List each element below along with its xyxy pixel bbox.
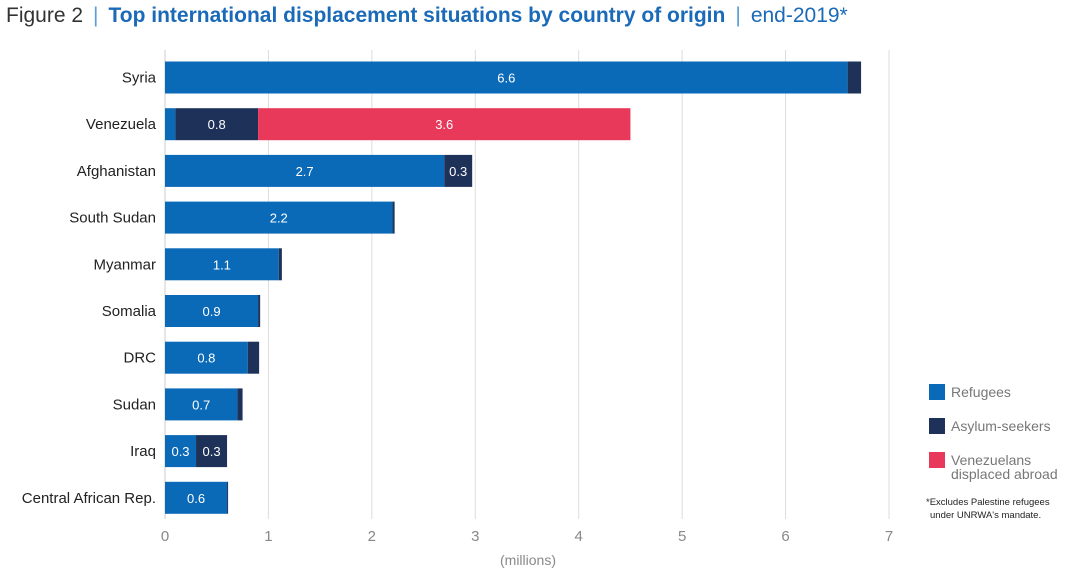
x-tick-label: 4 — [575, 528, 583, 545]
data-label: 6.6 — [497, 71, 515, 86]
x-tick-label: 3 — [471, 528, 479, 545]
bar-segment — [165, 154, 445, 187]
category-label: Myanmar — [93, 256, 156, 273]
data-label: 0.3 — [449, 164, 467, 179]
legend-swatch — [929, 418, 945, 434]
bar-segment — [258, 295, 261, 327]
title-date: end-2019* — [750, 4, 848, 27]
data-label: 2.2 — [270, 211, 288, 226]
title-separator: | — [735, 4, 741, 27]
bar-segment — [227, 481, 229, 514]
data-label: 0.8 — [208, 117, 226, 132]
bar-segment — [165, 108, 176, 141]
bar-segment — [196, 435, 228, 468]
data-label: 1.1 — [213, 257, 231, 272]
bar-segment — [847, 61, 862, 94]
category-label: Afghanistan — [77, 163, 156, 180]
bar-segment — [165, 388, 238, 421]
bar-segment — [444, 154, 473, 187]
category-label: Somalia — [102, 303, 157, 320]
data-label: 0.8 — [197, 351, 215, 366]
legend-label: Refugees — [951, 384, 1011, 400]
data-label: 0.6 — [187, 491, 205, 506]
category-label: DRC — [124, 350, 157, 367]
bar-segment — [165, 435, 197, 468]
category-label: Syria — [122, 70, 157, 87]
bar-segment — [392, 201, 395, 234]
bar-segment — [258, 108, 631, 141]
x-tick-label: 2 — [368, 528, 376, 545]
legend-label: Asylum-seekers — [951, 418, 1051, 434]
x-tick-label: 7 — [885, 528, 893, 545]
chart-title: Figure 2 | Top international displacement … — [6, 4, 848, 28]
data-label: 0.3 — [171, 444, 189, 459]
bar-segment — [247, 341, 260, 374]
legend-label: displaced abroad — [951, 466, 1058, 482]
data-label: 2.7 — [296, 164, 314, 179]
category-label: South Sudan — [69, 210, 156, 227]
footnote: *Excludes Palestine refugees — [926, 497, 1050, 508]
x-tick-label: 1 — [264, 528, 272, 545]
x-tick-label: 5 — [678, 528, 686, 545]
bar-segment — [165, 295, 259, 327]
legend-swatch — [929, 384, 945, 400]
category-label: Iraq — [130, 443, 156, 460]
legend-swatch — [929, 452, 945, 468]
bar-segment — [165, 201, 393, 234]
x-tick-label: 0 — [161, 528, 169, 545]
data-label: 3.6 — [435, 117, 453, 132]
x-axis-label: (millions) — [500, 552, 556, 568]
bar-segment — [175, 108, 259, 141]
category-label: Venezuela — [86, 116, 157, 133]
data-label: 0.7 — [192, 397, 210, 412]
figure-number: Figure 2 — [6, 4, 84, 27]
bar-segment — [165, 248, 279, 281]
title-text: Top international displacement situation… — [108, 4, 726, 27]
x-tick-label: 6 — [781, 528, 789, 545]
footnote: under UNRWA's mandate. — [930, 510, 1041, 521]
bar-segment — [165, 481, 228, 514]
category-label: Sudan — [113, 396, 156, 413]
bar-segment — [165, 341, 248, 374]
data-label: 0.3 — [203, 444, 221, 459]
legend-label: Venezuelans — [951, 452, 1031, 468]
title-separator: | — [93, 4, 99, 27]
bar-segment — [237, 388, 243, 421]
bar-segment — [278, 248, 282, 281]
category-label: Central African Rep. — [22, 490, 156, 507]
bar-segment — [165, 61, 848, 94]
data-label: 0.9 — [203, 304, 221, 319]
